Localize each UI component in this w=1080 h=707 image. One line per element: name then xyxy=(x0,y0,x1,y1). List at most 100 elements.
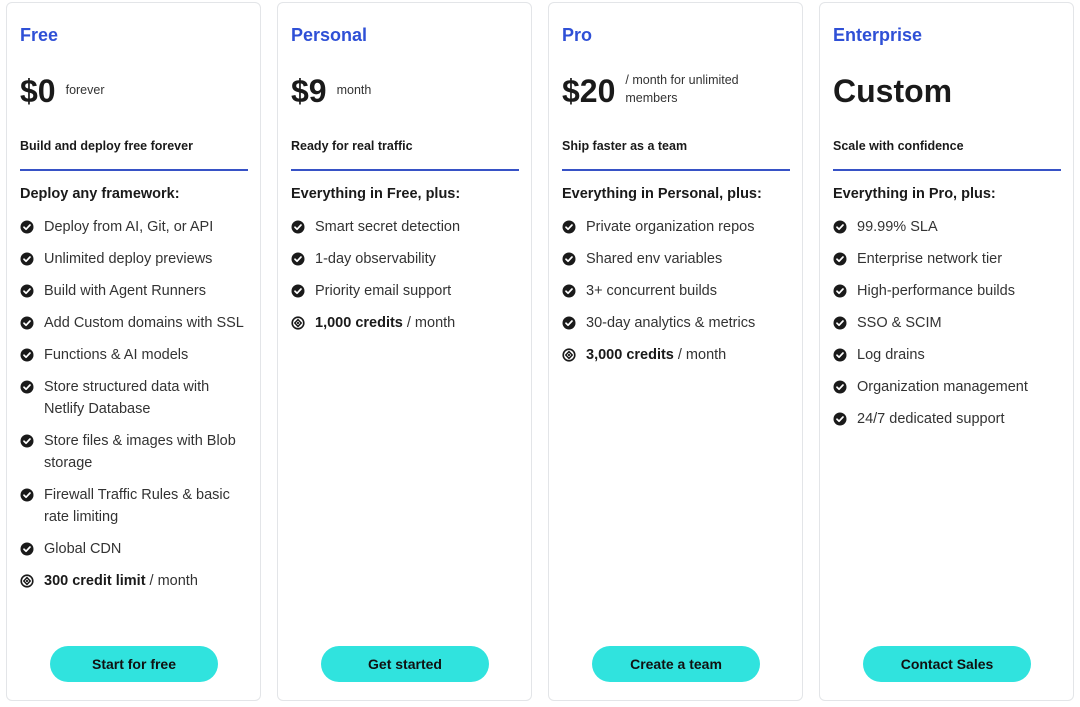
feature-text: Global CDN xyxy=(44,538,121,560)
feature-text: Organization management xyxy=(857,376,1028,398)
check-icon xyxy=(833,348,847,362)
divider xyxy=(291,169,519,171)
price-note: / month for unlimited members xyxy=(625,73,739,105)
plan-card: Free $0 forever Build and deploy free forev… xyxy=(6,2,261,701)
price: $20 xyxy=(562,73,616,109)
feature-label: Deploy from AI, Git, or API xyxy=(44,219,214,235)
feature-label: Smart secret detection xyxy=(315,219,461,235)
feature-list: 99.99% SLA Enterprise network tier High-pe… xyxy=(833,216,1065,440)
feature-text: 300 credit limit / month xyxy=(44,570,198,592)
feature-label: / month xyxy=(677,347,727,363)
check-icon xyxy=(20,348,34,362)
check-icon xyxy=(20,220,34,234)
feature-label: Log drains xyxy=(857,347,925,363)
cta-button[interactable]: Get started xyxy=(321,646,489,682)
feature-emphasis: 3,000 credits xyxy=(586,347,674,363)
cta-button[interactable]: Contact Sales xyxy=(863,646,1031,682)
feature-text: High-performance builds xyxy=(857,280,1015,302)
feature: Store structured data with Netlify Datab… xyxy=(20,376,252,420)
feature-text: Store structured data with Netlify Datab… xyxy=(44,376,252,420)
feature-label: Functions & AI models xyxy=(44,347,189,363)
feature-text: Smart secret detection xyxy=(315,216,460,238)
check-icon xyxy=(291,252,305,266)
feature-list: Private organization repos Shared env var… xyxy=(562,216,794,376)
check-icon xyxy=(20,380,34,394)
feature-text: 1-day observability xyxy=(315,248,436,270)
feature-text: 3+ concurrent builds xyxy=(586,280,717,302)
feature: Log drains xyxy=(833,344,1065,366)
check-icon xyxy=(20,434,34,448)
feature-label: 1-day observability xyxy=(315,251,436,267)
divider xyxy=(20,169,248,171)
feature-label: Shared env variables xyxy=(586,251,723,267)
feature: High-performance builds xyxy=(833,280,1065,302)
feature-text: 24/7 dedicated support xyxy=(857,408,1005,430)
tagline: Ship faster as a team xyxy=(562,139,688,153)
feature-text: 1,000 credits / month xyxy=(315,312,455,334)
check-icon xyxy=(20,284,34,298)
credit-icon xyxy=(562,348,576,362)
check-icon xyxy=(20,316,34,330)
price-row: Custom xyxy=(833,71,952,111)
check-icon xyxy=(833,220,847,234)
cta-button[interactable]: Create a team xyxy=(592,646,760,682)
feature-text: Log drains xyxy=(857,344,925,366)
feature-label: / month xyxy=(149,573,198,589)
features-heading: Everything in Personal, plus: xyxy=(562,186,762,202)
feature-text: Deploy from AI, Git, or API xyxy=(44,216,213,238)
check-icon xyxy=(291,284,305,298)
feature: 99.99% SLA xyxy=(833,216,1065,238)
feature-emphasis: 300 credit limit xyxy=(44,573,146,589)
plan-card: Personal $9 month Ready for real traffic Eve… xyxy=(277,2,532,701)
price-note: forever xyxy=(65,83,105,97)
feature: Build with Agent Runners xyxy=(20,280,252,302)
plan-name: Enterprise xyxy=(833,25,923,45)
feature-label: Store files & images with Blob storage xyxy=(44,433,236,471)
feature-text: Unlimited deploy previews xyxy=(44,248,212,270)
features-heading: Deploy any framework: xyxy=(20,186,180,202)
feature-label: Build with Agent Runners xyxy=(44,283,207,299)
feature-label: / month xyxy=(406,315,456,331)
feature-text: Shared env variables xyxy=(586,248,722,270)
check-icon xyxy=(291,220,305,234)
feature-label: Global CDN xyxy=(44,541,122,557)
check-icon xyxy=(562,252,576,266)
feature: Store files & images with Blob storage xyxy=(20,430,252,474)
tagline: Build and deploy free forever xyxy=(20,139,193,153)
feature: 1-day observability xyxy=(291,248,523,270)
feature-label: Private organization repos xyxy=(586,219,755,235)
price-row: $20 / month for unlimited members xyxy=(562,71,765,111)
price: $9 xyxy=(291,73,327,109)
check-icon xyxy=(562,284,576,298)
feature: 300 credit limit / month xyxy=(20,570,252,592)
cta-button[interactable]: Start for free xyxy=(50,646,218,682)
feature-text: 3,000 credits / month xyxy=(586,344,726,366)
features-heading: Everything in Pro, plus: xyxy=(833,186,996,202)
check-icon xyxy=(562,220,576,234)
feature: 3+ concurrent builds xyxy=(562,280,794,302)
feature: Smart secret detection xyxy=(291,216,523,238)
features-heading: Everything in Free, plus: xyxy=(291,186,461,202)
check-icon xyxy=(833,316,847,330)
feature: Shared env variables xyxy=(562,248,794,270)
feature-text: Functions & AI models xyxy=(44,344,188,366)
feature: Add Custom domains with SSL xyxy=(20,312,252,334)
plan-name: Pro xyxy=(562,25,593,45)
feature-text: Enterprise network tier xyxy=(857,248,1002,270)
check-icon xyxy=(833,284,847,298)
feature: Global CDN xyxy=(20,538,252,560)
plan-name: Personal xyxy=(291,25,368,45)
feature: 3,000 credits / month xyxy=(562,344,794,366)
feature-text: 30-day analytics & metrics xyxy=(586,312,755,334)
feature-text: Store files & images with Blob storage xyxy=(44,430,252,474)
plan-card: Enterprise Custom Scale with confidence Eve… xyxy=(819,2,1074,701)
price: Custom xyxy=(833,73,953,109)
feature-text: Priority email support xyxy=(315,280,451,302)
check-icon xyxy=(833,412,847,426)
check-icon xyxy=(562,316,576,330)
feature-list: Deploy from AI, Git, or API Unlimited dep… xyxy=(20,216,252,602)
feature-label: 99.99% SLA xyxy=(857,219,938,235)
feature: Enterprise network tier xyxy=(833,248,1065,270)
